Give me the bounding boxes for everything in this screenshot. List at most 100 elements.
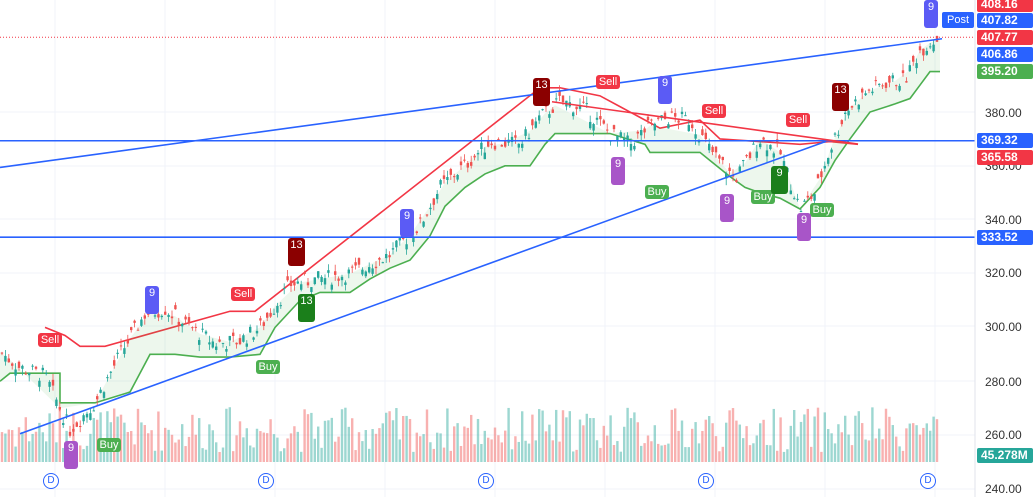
candle <box>874 80 877 82</box>
candle <box>561 95 565 103</box>
count-9-up-marker[interactable]: 9 <box>797 213 811 241</box>
candle <box>385 254 388 259</box>
volume-bar <box>799 421 803 462</box>
candle <box>538 115 541 121</box>
y-tick: 340.00 <box>985 213 1022 227</box>
buy-signal[interactable]: Buy <box>256 360 280 374</box>
candle <box>578 104 582 109</box>
sell-signal[interactable]: Sell <box>596 75 620 89</box>
candle <box>167 314 170 317</box>
buy-signal[interactable]: Buy <box>810 203 834 217</box>
volume-bar <box>929 430 932 462</box>
candle <box>558 90 561 96</box>
candle <box>82 415 85 422</box>
volume-bar <box>670 409 673 462</box>
count-13-up-marker[interactable]: 13 <box>298 294 315 322</box>
volume-bar <box>517 441 520 462</box>
buy-signal[interactable]: Buy <box>751 190 775 204</box>
volume-bar <box>113 408 116 462</box>
candle <box>918 46 922 51</box>
volume-bar <box>742 438 745 462</box>
candle <box>344 282 347 285</box>
dividend-icon[interactable]: D <box>698 473 714 489</box>
count-9-down-marker[interactable]: 9 <box>400 209 414 237</box>
volume-bar <box>602 425 605 462</box>
volume-bar <box>143 425 146 462</box>
volume-bar <box>691 428 694 462</box>
count-9-up-marker[interactable]: 9 <box>64 441 78 469</box>
candle <box>51 379 55 386</box>
candle <box>334 271 337 275</box>
candle <box>735 180 738 183</box>
count-9-up-marker[interactable]: 9 <box>611 157 625 185</box>
candle <box>272 313 276 315</box>
sell-signal[interactable]: Sell <box>702 104 726 118</box>
candle <box>646 116 650 121</box>
volume-bar <box>908 423 911 462</box>
candle <box>551 109 554 113</box>
candle <box>745 155 748 157</box>
dividend-icon[interactable]: D <box>43 473 59 489</box>
count-9-down-marker[interactable]: 9 <box>145 286 159 314</box>
buy-signal[interactable]: Buy <box>97 438 121 452</box>
count-9-up-marker[interactable]: 9 <box>720 194 734 222</box>
candle <box>796 198 799 200</box>
candle <box>306 282 310 286</box>
count-9-down-marker[interactable]: 9 <box>658 76 672 104</box>
dividend-icon[interactable]: D <box>920 473 936 489</box>
volume-bar <box>293 426 296 462</box>
volume-bar <box>357 432 361 462</box>
volume-bar <box>721 446 724 462</box>
buy-signal[interactable]: Buy <box>645 185 669 199</box>
volume-bar <box>14 446 17 462</box>
count-13-up-marker[interactable]: 9 <box>771 166 788 194</box>
sell-signal[interactable]: Sell <box>786 113 810 127</box>
sell-signal[interactable]: Sell <box>231 287 255 301</box>
dividend-icon[interactable]: D <box>258 473 274 489</box>
candle <box>0 352 4 354</box>
volume-bar <box>701 430 704 462</box>
volume-bar <box>140 422 143 462</box>
volume-bar <box>7 429 10 462</box>
volume-bar <box>170 434 174 462</box>
candle <box>810 196 813 199</box>
count-13-down-marker[interactable]: 13 <box>288 238 305 266</box>
candle <box>606 129 609 131</box>
candle <box>330 284 333 290</box>
volume-bar <box>99 412 102 462</box>
volume-bar <box>317 426 320 462</box>
volume-bar <box>857 411 860 462</box>
dividend-icon[interactable]: D <box>478 473 494 489</box>
candle <box>116 352 119 354</box>
volume-bar <box>578 419 582 462</box>
volume-bar <box>823 412 826 462</box>
volume-bar <box>592 418 595 462</box>
volume-bar <box>476 418 480 462</box>
volume-bar <box>378 428 381 462</box>
candle <box>555 98 558 100</box>
volume-bar <box>636 422 639 462</box>
candle <box>405 244 408 250</box>
candle <box>378 257 381 260</box>
volume-bar <box>395 408 398 462</box>
volume-bar <box>391 420 395 462</box>
volume-bar <box>167 429 170 462</box>
volume-bar <box>235 435 238 462</box>
volume-bar <box>82 449 85 462</box>
volume-bar <box>266 433 269 462</box>
count-9-down-marker[interactable]: 9 <box>924 0 938 28</box>
volume-bar <box>480 444 483 462</box>
candle <box>585 103 588 105</box>
candle <box>663 112 667 120</box>
sell-signal[interactable]: Sell <box>38 333 62 347</box>
candle <box>130 327 133 331</box>
volume-bar <box>449 450 452 462</box>
count-13-down-marker[interactable]: 13 <box>533 78 550 106</box>
candle <box>327 270 330 273</box>
volume-bar <box>660 445 663 462</box>
count-13-down-marker[interactable]: 13 <box>832 83 849 111</box>
candle <box>262 322 265 326</box>
volume-bar <box>711 423 714 462</box>
candle <box>684 115 687 117</box>
